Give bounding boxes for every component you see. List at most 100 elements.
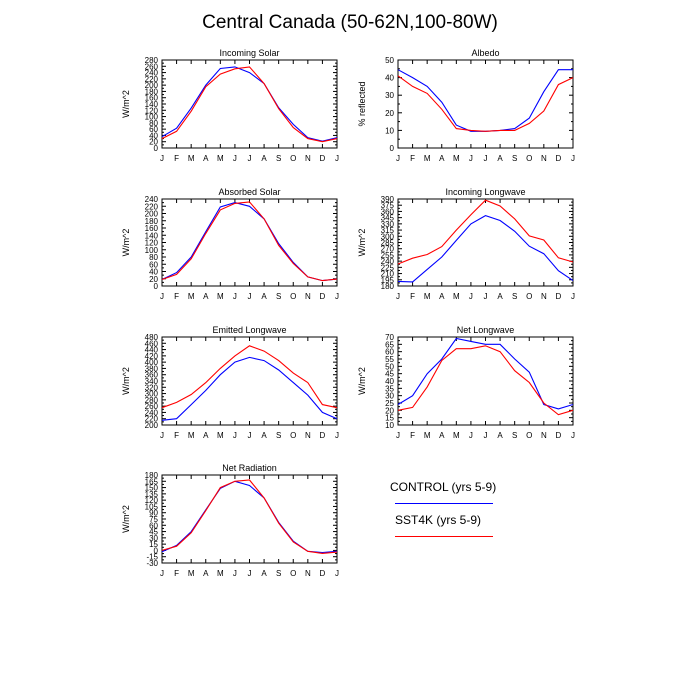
y-tick-label: 180 <box>145 471 159 480</box>
x-tick-label: A <box>439 292 445 301</box>
x-tick-label: J <box>335 431 339 440</box>
x-tick-label: F <box>410 431 415 440</box>
legend-control-label: CONTROL (yrs 5-9) <box>390 480 497 494</box>
x-tick-label: N <box>541 431 547 440</box>
x-tick-label: D <box>320 292 326 301</box>
series-line-control <box>397 337 574 410</box>
y-tick-label: 420 <box>145 352 159 361</box>
x-tick-label: M <box>188 431 195 440</box>
y-tick-label: -30 <box>146 559 158 568</box>
x-tick-label: O <box>290 569 296 578</box>
y-tick-label: 255 <box>381 251 395 260</box>
series-line-control <box>161 202 338 282</box>
y-tick-label: 200 <box>145 210 159 219</box>
y-tick-label: 240 <box>145 408 159 417</box>
x-tick-label: F <box>174 569 179 578</box>
x-tick-label: J <box>571 431 575 440</box>
x-tick-label: M <box>188 569 195 578</box>
series-line-control <box>397 215 574 283</box>
y-tick-label: 270 <box>381 245 395 254</box>
x-tick-label: M <box>424 154 431 163</box>
x-tick-label: M <box>217 431 224 440</box>
plot-frame <box>397 336 574 426</box>
y-tick-label: 315 <box>381 226 395 235</box>
y-tick-label: 45 <box>385 370 394 379</box>
y-tick-label: 40 <box>149 268 158 277</box>
x-tick-label: M <box>424 292 431 301</box>
x-tick-label: M <box>188 154 195 163</box>
plot-frame <box>397 59 574 149</box>
y-axis-label: W/m^2 <box>121 505 131 533</box>
x-tick-label: D <box>320 569 326 578</box>
panel-title: Emitted Longwave <box>212 325 286 335</box>
x-tick-label: S <box>276 292 281 301</box>
x-tick-label: D <box>556 154 562 163</box>
x-tick-label: J <box>335 292 339 301</box>
x-tick-label: F <box>174 431 179 440</box>
series-line-sst4k <box>397 345 574 416</box>
x-tick-label: M <box>217 292 224 301</box>
panel-emitted-longwave: Emitted LongwaveW/m^22002202402602803003… <box>121 325 339 440</box>
y-tick-label: 50 <box>385 56 394 65</box>
y-tick-label: 105 <box>145 502 159 511</box>
y-tick-label: 340 <box>145 377 159 386</box>
x-tick-label: J <box>248 154 252 163</box>
y-axis-label: % reflected <box>357 81 367 126</box>
y-tick-label: -15 <box>146 553 158 562</box>
x-tick-label: J <box>233 569 237 578</box>
y-tick-label: 80 <box>149 119 158 128</box>
legend-control-line <box>395 503 493 504</box>
series-line-control <box>161 480 338 554</box>
y-tick-label: 195 <box>381 276 395 285</box>
x-tick-label: A <box>497 154 503 163</box>
y-tick-label: 150 <box>145 484 159 493</box>
x-tick-label: O <box>290 431 296 440</box>
x-tick-label: J <box>335 569 339 578</box>
x-tick-label: J <box>484 431 488 440</box>
y-tick-label: 240 <box>381 257 395 266</box>
y-axis-label: W/m^2 <box>121 367 131 395</box>
y-tick-label: 60 <box>149 521 158 530</box>
x-tick-label: S <box>276 569 281 578</box>
y-tick-label: 20 <box>149 138 158 147</box>
x-tick-label: J <box>233 292 237 301</box>
y-tick-label: 40 <box>149 131 158 140</box>
y-tick-label: 140 <box>145 100 159 109</box>
x-tick-label: S <box>276 431 281 440</box>
x-tick-label: A <box>261 569 267 578</box>
series-line-control <box>397 69 573 132</box>
x-tick-label: O <box>290 154 296 163</box>
x-tick-label: F <box>410 154 415 163</box>
x-tick-label: A <box>261 431 267 440</box>
x-tick-label: N <box>305 431 311 440</box>
y-tick-label: 90 <box>149 509 158 518</box>
y-tick-label: 280 <box>145 396 159 405</box>
y-tick-label: 60 <box>149 260 158 269</box>
y-tick-label: 260 <box>145 62 159 71</box>
x-tick-label: A <box>261 154 267 163</box>
y-tick-label: 120 <box>145 106 159 115</box>
x-tick-label: M <box>424 431 431 440</box>
x-tick-label: M <box>453 292 460 301</box>
y-tick-label: 65 <box>385 340 394 349</box>
panel-net-radiation: Net Radiation W/m^2 -30-150153045607590105… <box>121 463 339 578</box>
panel-title: Incoming Longwave <box>445 187 525 197</box>
y-tick-label: 80 <box>149 253 158 262</box>
series-line-sst4k <box>161 345 338 409</box>
series-line-sst4k <box>161 479 338 554</box>
y-tick-label: 40 <box>385 377 394 386</box>
x-tick-label: D <box>556 292 562 301</box>
y-tick-label: 135 <box>145 490 159 499</box>
y-tick-label: 220 <box>145 202 159 211</box>
series-line-sst4k <box>161 66 338 143</box>
y-tick-label: 460 <box>145 339 159 348</box>
y-tick-label: 330 <box>381 220 395 229</box>
x-tick-label: N <box>541 292 547 301</box>
x-tick-label: A <box>203 431 209 440</box>
x-tick-label: J <box>484 154 488 163</box>
x-tick-label: N <box>541 154 547 163</box>
y-tick-label: 0 <box>154 282 159 291</box>
y-tick-label: 35 <box>385 384 394 393</box>
